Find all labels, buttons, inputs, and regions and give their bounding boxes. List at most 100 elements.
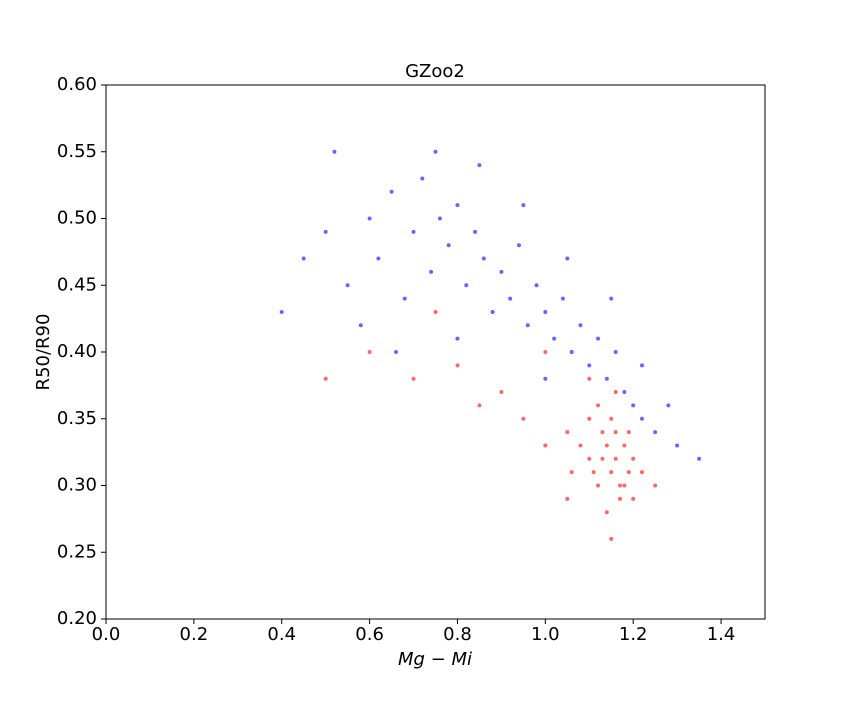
y-tick-label: 0.55 (57, 141, 97, 162)
point (639, 416, 644, 421)
point (473, 229, 478, 234)
point (675, 443, 680, 448)
point (323, 229, 328, 234)
point (376, 256, 381, 261)
point (600, 456, 605, 461)
x-tick-label: 0.6 (355, 624, 384, 645)
point (565, 430, 570, 435)
x-tick-label: 0.2 (180, 624, 209, 645)
x-tick-label: 0.0 (92, 624, 121, 645)
point (389, 189, 394, 194)
point (639, 470, 644, 475)
point (477, 403, 482, 408)
point (411, 376, 416, 381)
point (543, 350, 548, 354)
point (490, 309, 495, 314)
point (279, 309, 284, 314)
chart-title: GZoo2 (405, 61, 465, 82)
point (565, 496, 570, 501)
point (613, 390, 618, 395)
point (481, 256, 486, 261)
point (697, 456, 702, 461)
y-tick-label: 0.50 (57, 208, 97, 229)
x-tick-label: 0.8 (443, 624, 472, 645)
point (420, 176, 425, 181)
point (622, 443, 627, 448)
point (345, 283, 350, 288)
point (521, 203, 526, 208)
point (429, 269, 434, 274)
point (626, 430, 631, 435)
point (437, 216, 442, 221)
point (604, 376, 609, 381)
point (393, 350, 398, 354)
x-tick-label: 1.2 (619, 624, 648, 645)
point (464, 283, 469, 288)
point (591, 470, 596, 475)
y-tick-label: 0.35 (57, 408, 97, 429)
point (433, 149, 438, 154)
point (543, 376, 548, 381)
y-tick-label: 0.30 (57, 475, 97, 496)
point (411, 229, 416, 234)
point (613, 350, 618, 354)
point (508, 296, 513, 301)
point (618, 483, 623, 488)
point (569, 470, 574, 475)
point (653, 430, 658, 435)
point (626, 470, 631, 475)
point (622, 390, 627, 395)
x-tick-label: 1.4 (707, 624, 736, 645)
point (499, 390, 504, 395)
point (631, 456, 636, 461)
point (587, 363, 592, 368)
point (631, 496, 636, 501)
x-tick-label: 1.0 (531, 624, 560, 645)
point (301, 256, 306, 261)
point (622, 483, 627, 488)
point (433, 309, 438, 314)
point (587, 456, 592, 461)
point (455, 363, 460, 368)
point (521, 416, 526, 421)
y-tick-label: 0.45 (57, 274, 97, 295)
point (609, 296, 614, 301)
point (543, 309, 548, 314)
point (455, 336, 460, 341)
point (613, 456, 618, 461)
y-tick-label: 0.20 (57, 608, 97, 629)
point (367, 216, 372, 221)
point (609, 470, 614, 475)
point (653, 483, 658, 488)
point (569, 350, 574, 354)
point (596, 403, 601, 408)
point (367, 350, 372, 354)
point (596, 336, 601, 341)
point (604, 510, 609, 515)
point (604, 443, 609, 448)
point (587, 376, 592, 381)
point (477, 163, 482, 168)
point (455, 203, 460, 208)
point (543, 443, 548, 448)
point (358, 323, 363, 328)
point (618, 496, 623, 501)
x-tick-label: 0.4 (267, 624, 296, 645)
point (587, 416, 592, 421)
y-tick-label: 0.40 (57, 341, 97, 362)
point (600, 430, 605, 435)
point (578, 323, 583, 328)
point (323, 376, 328, 381)
y-tick-label: 0.60 (57, 74, 97, 95)
point (402, 296, 407, 301)
point (596, 483, 601, 488)
point (516, 243, 521, 248)
point (639, 363, 644, 368)
point (613, 430, 618, 435)
point (631, 403, 636, 408)
point (446, 243, 451, 248)
point (609, 416, 614, 421)
plot-frame (105, 84, 766, 620)
y-tick-label: 0.25 (57, 541, 97, 562)
